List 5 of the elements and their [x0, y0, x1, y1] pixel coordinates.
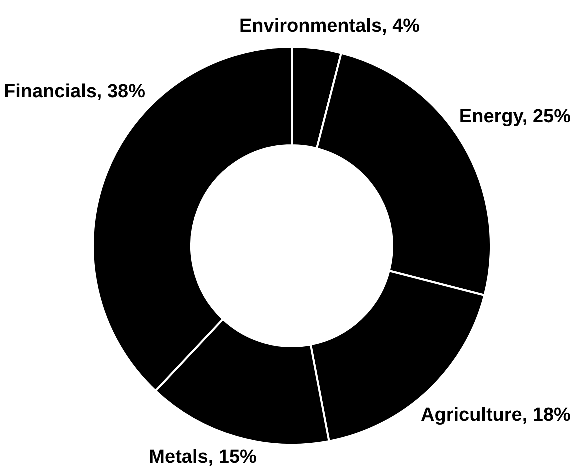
slice-label: Agriculture, 18% — [421, 405, 572, 426]
slice-label: Energy, 25% — [459, 106, 572, 128]
slice-label: Metals, 15% — [149, 447, 258, 468]
slice-label: Environmentals, 4% — [239, 16, 420, 37]
slice-label: Financials, 38% — [4, 82, 146, 103]
